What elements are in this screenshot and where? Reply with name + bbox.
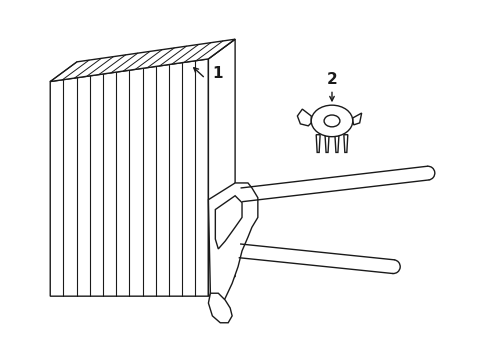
- Polygon shape: [343, 135, 347, 152]
- Polygon shape: [50, 59, 208, 296]
- Polygon shape: [208, 39, 235, 296]
- Polygon shape: [208, 293, 232, 323]
- Polygon shape: [352, 113, 361, 125]
- Polygon shape: [316, 135, 320, 152]
- Polygon shape: [50, 39, 235, 82]
- Polygon shape: [325, 136, 328, 152]
- Polygon shape: [334, 136, 338, 152]
- Ellipse shape: [310, 105, 352, 137]
- Text: 2: 2: [326, 72, 337, 87]
- Ellipse shape: [324, 115, 339, 127]
- Text: 1: 1: [212, 66, 223, 81]
- Polygon shape: [208, 183, 257, 306]
- Polygon shape: [215, 196, 242, 249]
- Polygon shape: [297, 109, 310, 126]
